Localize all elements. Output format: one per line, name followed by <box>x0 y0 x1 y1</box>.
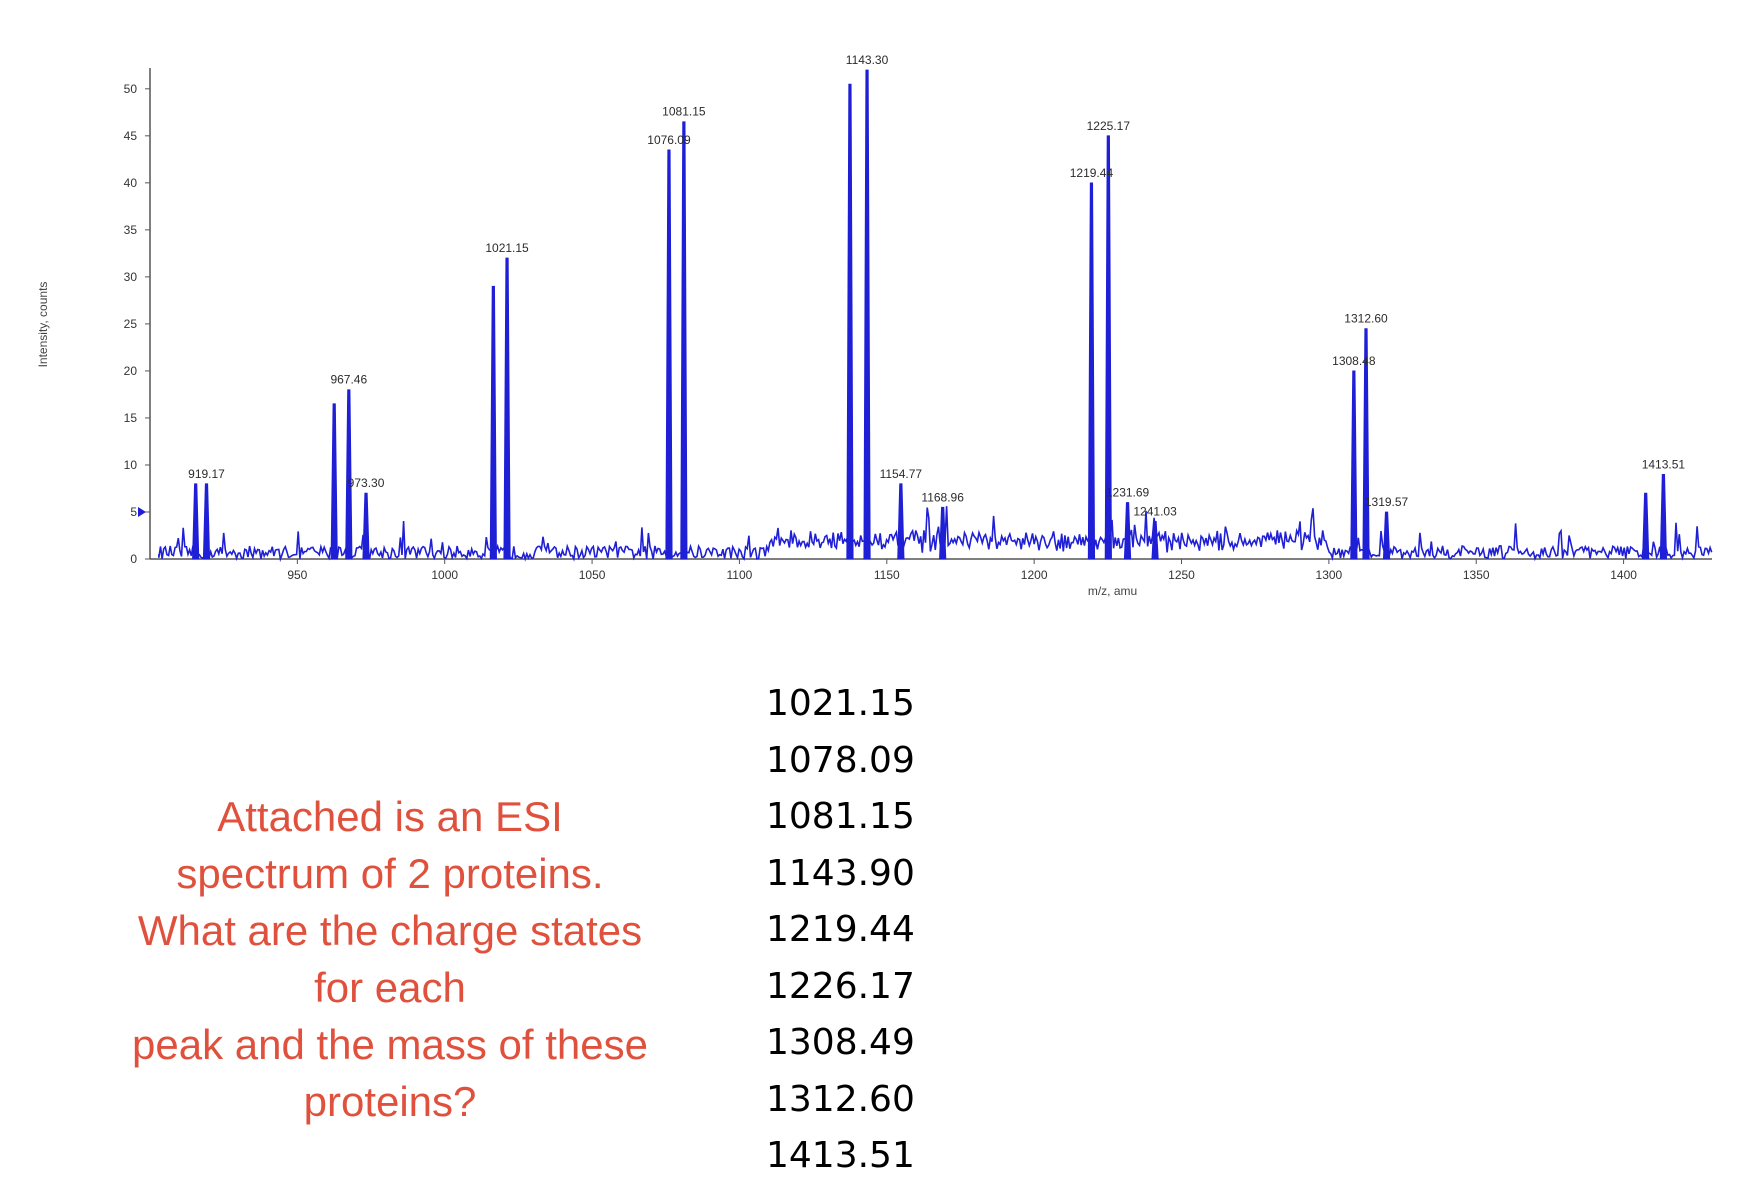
peak-label: 1231.69 <box>1106 486 1150 500</box>
spectrum-peak <box>1362 328 1370 560</box>
peak-label: 1154.77 <box>880 467 923 481</box>
baseline-noise <box>158 506 1713 563</box>
peak-list-item: 1413.51 <box>766 1135 915 1176</box>
y-tick-label: 5 <box>130 505 137 519</box>
peak-label: 1413.51 <box>1642 457 1686 471</box>
y-tick-label: 30 <box>124 270 138 284</box>
spectrum-peak <box>665 149 673 560</box>
y-tick-label: 25 <box>124 317 138 331</box>
spectrum-peak <box>939 506 947 560</box>
peak-label: 919.17 <box>188 467 225 481</box>
spectrum-peak <box>1350 370 1358 560</box>
spectrum-peak <box>192 483 200 560</box>
peak-labels: 919.17 967.46 973.30 1021.15 1076.09 1081.15 1… <box>188 53 1685 518</box>
peak-label: 967.46 <box>330 373 367 387</box>
y-tick-label: 10 <box>124 458 138 472</box>
y-tick-label: 15 <box>124 411 138 425</box>
threshold-marker-icon <box>138 506 146 517</box>
x-tick-label: 950 <box>287 568 307 582</box>
peak-list-item: 1308.49 <box>766 1022 915 1063</box>
peak-label: 1241.03 <box>1133 504 1177 518</box>
question-line: Attached is an ESI <box>217 793 563 840</box>
x-axis-label: m/z, amu <box>1088 584 1137 598</box>
peak-label: 1168.96 <box>921 490 964 504</box>
spectrum-peak <box>1087 182 1096 560</box>
x-tick-label: 1250 <box>1168 568 1195 582</box>
x-tick-label: 1350 <box>1463 568 1490 582</box>
spectrum-peak <box>846 83 854 560</box>
peak-label: 1143.30 <box>846 53 889 67</box>
spectrum-peak <box>1642 492 1650 560</box>
spectrum-peak <box>1659 473 1668 560</box>
spectrum-peak <box>1123 502 1132 560</box>
peak-label: 1308.48 <box>1332 354 1376 368</box>
spectrum-peak <box>680 121 688 560</box>
y-tick-label: 0 <box>130 552 137 566</box>
x-tick-label: 1300 <box>1316 568 1343 582</box>
y-tick-label: 45 <box>124 129 138 143</box>
spectrum-peak <box>362 492 370 560</box>
peak-label: 973.30 <box>348 476 385 490</box>
y-axis-label: Intensity, counts <box>36 282 50 368</box>
peak-label: 1312.60 <box>1344 312 1388 326</box>
peak-label: 1219.44 <box>1070 166 1114 180</box>
spectrum-peak <box>345 389 353 560</box>
peak-list: 1021.15 1078.09 1081.15 1143.90 1219.44 1226.… <box>766 676 915 1185</box>
spectrum-peak <box>1151 520 1159 560</box>
peak-list-item: 1312.60 <box>766 1078 915 1120</box>
question-line: proteins? <box>303 1078 477 1125</box>
spectrum-peak <box>897 483 905 560</box>
y-tick-label: 20 <box>124 364 138 378</box>
peak-list-item: 1081.15 <box>766 796 915 837</box>
chart-ticks: 950 1000 1050 1100 1150 1200 1250 1300 1350 14000… <box>124 82 1638 582</box>
peak-list-item: 1021.15 <box>766 683 915 724</box>
spectrum-peak <box>489 285 497 560</box>
peak-label: 1021.15 <box>485 241 529 255</box>
peak-list-item: 1219.44 <box>766 909 915 950</box>
x-tick-label: 1200 <box>1021 568 1048 582</box>
spectrum-peak <box>1382 511 1391 560</box>
x-tick-label: 1100 <box>727 568 753 582</box>
peak-list-item: 1078.09 <box>766 739 915 781</box>
peak-label: 1076.09 <box>647 133 691 147</box>
x-tick-label: 1150 <box>874 568 900 582</box>
x-tick-label: 1400 <box>1610 568 1637 582</box>
x-tick-label: 1000 <box>431 568 458 582</box>
peak-list-item: 1143.90 <box>766 852 915 894</box>
spectrum-peak <box>863 69 871 560</box>
y-tick-label: 35 <box>124 223 138 237</box>
mass-spectrum-chart: 950 1000 1050 1100 1150 1200 1250 1300 1350 14000… <box>36 53 1713 598</box>
spectrum-peaks <box>192 69 1668 560</box>
question-text: Attached is an ESI spectrum of 2 proteins… <box>90 788 690 1130</box>
spectrum-peak <box>1104 135 1112 560</box>
spectrum-peak <box>503 257 511 560</box>
peak-list-item: 1226.17 <box>766 965 915 1007</box>
spectrum-peak <box>330 403 338 560</box>
y-tick-label: 40 <box>124 176 138 190</box>
question-line: for each <box>314 964 466 1011</box>
question-line: peak and the mass of these <box>132 1021 648 1068</box>
peak-label: 1319.57 <box>1365 495 1409 509</box>
question-line: What are the charge states <box>137 907 643 954</box>
question-line: spectrum of 2 proteins. <box>176 850 604 897</box>
peak-label: 1225.17 <box>1087 119 1131 133</box>
spectrum-peak <box>202 483 211 560</box>
peak-label: 1081.15 <box>662 105 706 119</box>
y-tick-label: 50 <box>124 82 138 96</box>
chart-axes <box>138 68 1712 560</box>
x-tick-label: 1050 <box>579 568 606 582</box>
